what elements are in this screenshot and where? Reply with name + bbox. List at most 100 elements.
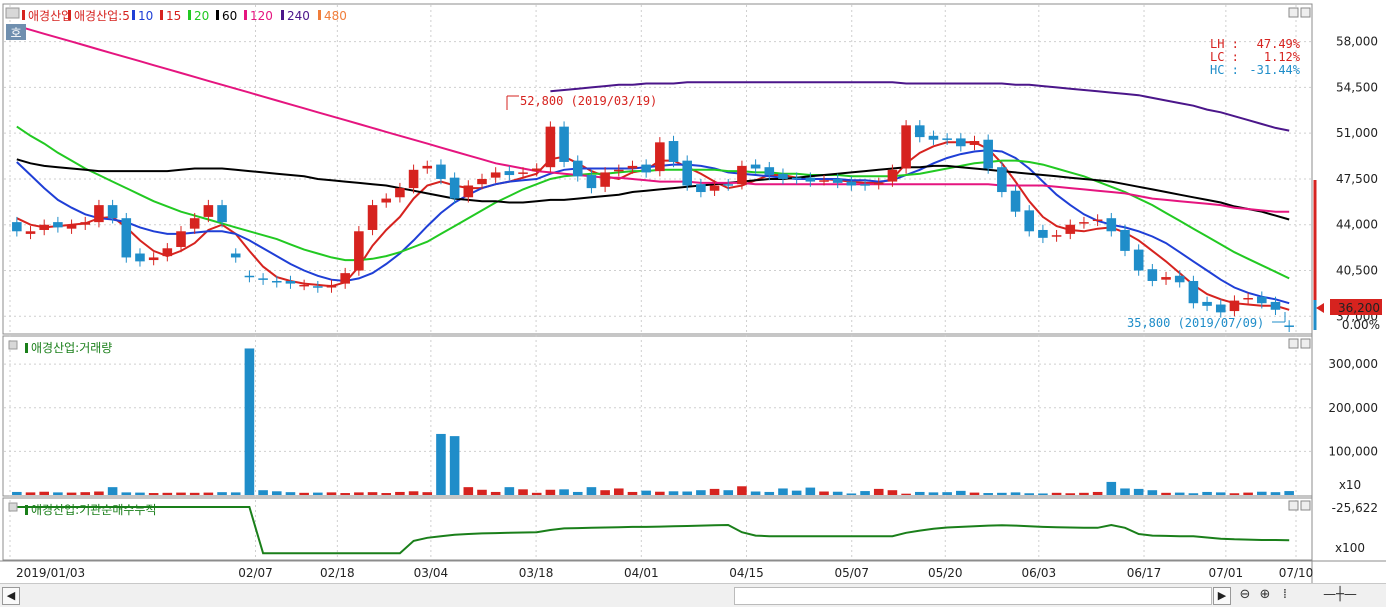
volume-bar — [627, 491, 638, 495]
candle — [381, 198, 392, 203]
zoom-out-icon[interactable]: ⊖ — [1239, 587, 1251, 602]
volume-bar — [1161, 492, 1171, 495]
volume-bar — [559, 489, 569, 495]
candle — [107, 205, 118, 219]
candle — [832, 178, 843, 183]
scroll-left-icon[interactable]: ◀ — [2, 587, 20, 605]
legend-item: 240 — [287, 9, 310, 23]
volume-bar — [408, 491, 419, 495]
minimize-icon[interactable] — [1288, 500, 1299, 511]
volume-ytick: 300,000 — [1328, 357, 1378, 371]
candle — [983, 139, 993, 169]
volume-bar — [764, 491, 775, 495]
candle — [914, 125, 925, 138]
volume-bar — [1257, 491, 1267, 495]
inst-unit: x100 — [1335, 541, 1365, 555]
zoom-in-icon[interactable]: ⊕ — [1259, 587, 1271, 602]
candle — [326, 284, 337, 288]
volume-bar — [66, 492, 77, 495]
candle — [162, 248, 173, 257]
volume-bar — [80, 492, 91, 495]
candle — [1065, 224, 1076, 234]
candle — [313, 286, 323, 288]
candle — [436, 164, 446, 179]
grip-icon[interactable]: ⁞ — [1282, 587, 1288, 602]
volume-bar — [217, 492, 227, 495]
volume-bar — [737, 486, 747, 495]
volume-bar — [545, 489, 556, 495]
panel-menu-icon[interactable] — [8, 340, 18, 350]
candle — [408, 169, 419, 189]
zoom-slider[interactable]: —┼— — [1323, 587, 1357, 602]
candle — [1174, 275, 1185, 283]
date-tick: 04/01 — [624, 566, 659, 580]
scroll-thumb[interactable] — [734, 587, 1212, 605]
close-icon[interactable] — [1300, 338, 1311, 349]
volume-bar — [1092, 491, 1103, 495]
current-price-box — [1330, 299, 1382, 315]
stock-chart[interactable]: 58,00054,50051,00047,50044,00040,50037,0… — [0, 0, 1386, 583]
volume-bar — [258, 490, 268, 495]
volume-ytick: 200,000 — [1328, 401, 1378, 415]
candle — [189, 218, 200, 229]
minimize-icon[interactable] — [1288, 7, 1299, 18]
candle — [176, 231, 186, 247]
volume-bar — [1010, 492, 1021, 495]
candle — [1229, 300, 1240, 312]
candle — [956, 138, 966, 147]
ma-line-20 — [16, 125, 1290, 280]
volume-bar — [1174, 492, 1185, 495]
volume-bar — [340, 493, 350, 495]
candle — [819, 180, 829, 182]
candle — [901, 125, 911, 169]
date-tick: 03/18 — [519, 566, 554, 580]
volume-bar — [477, 489, 487, 495]
date-tick: 02/07 — [238, 566, 273, 580]
panel-menu-icon[interactable] — [8, 502, 18, 512]
candle — [655, 142, 665, 172]
horizontal-scrollbar[interactable]: ◀ ▶ ⊖ ⊕ ⁞ —┼— — [0, 583, 1386, 607]
volume-bar — [135, 492, 145, 495]
date-tick: 05/20 — [928, 566, 963, 580]
date-tick: 03/04 — [414, 566, 449, 580]
candle — [518, 172, 528, 174]
close-icon[interactable] — [1300, 7, 1311, 18]
candle — [1133, 249, 1144, 271]
candle — [230, 253, 241, 258]
volume-bar — [285, 492, 296, 495]
minimize-icon[interactable] — [1288, 338, 1299, 349]
volume-bar — [395, 491, 405, 495]
ma-line-60 — [16, 158, 1290, 221]
volume-bar — [39, 491, 49, 495]
volume-bar — [668, 491, 679, 495]
panel-menu-icon[interactable] — [5, 7, 20, 19]
badge — [6, 24, 26, 40]
scroll-right-icon[interactable]: ▶ — [1213, 587, 1231, 605]
price-ytick: 40,500 — [1336, 264, 1378, 278]
candle — [668, 141, 679, 162]
volume-bar — [750, 491, 761, 495]
candle — [258, 278, 268, 280]
volume-bar — [928, 492, 939, 495]
volume-ytick: 100,000 — [1328, 444, 1378, 458]
candle — [641, 164, 651, 173]
candle — [682, 160, 692, 186]
volume-panel — [2, 335, 1313, 497]
candle — [94, 205, 104, 223]
price-ytick: 54,500 — [1336, 80, 1378, 94]
candle — [1079, 222, 1089, 224]
volume-bar — [148, 493, 159, 495]
volume-unit: x10 — [1339, 478, 1361, 492]
date-tick: 04/15 — [729, 566, 764, 580]
volume-bar — [94, 491, 104, 495]
volume-bar — [203, 492, 214, 495]
candle — [1147, 269, 1158, 281]
volume-bar — [969, 492, 980, 495]
candle — [66, 224, 77, 229]
close-icon[interactable] — [1300, 500, 1311, 511]
volume-bar — [367, 492, 378, 495]
candle — [12, 222, 22, 232]
candle — [463, 185, 474, 198]
candle — [778, 173, 788, 179]
candle — [285, 280, 296, 284]
